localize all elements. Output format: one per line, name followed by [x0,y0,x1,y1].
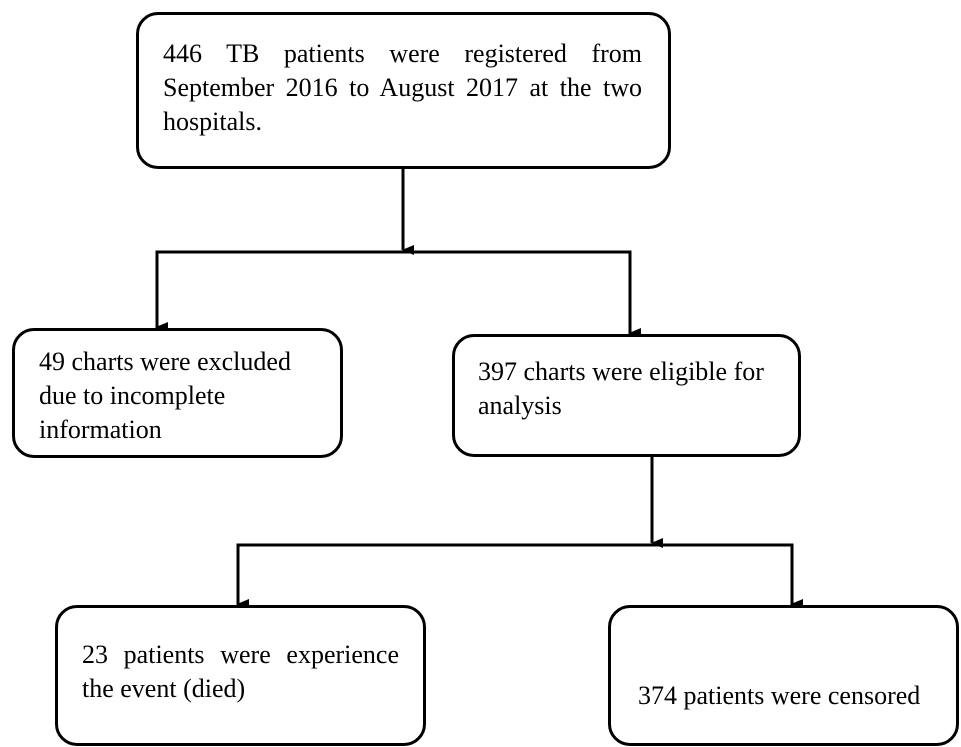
node-box: 397 charts were eligible for analysis [452,334,801,457]
node-box: 446 TB patients were registered from Sep… [136,12,671,169]
node-box: 23 patients were experience the event (d… [55,605,426,746]
branch-line [236,543,794,605]
node-box: 374 patients were censored [608,605,959,746]
branch-line [155,250,632,334]
node-box: 49 charts were excluded due to incomplet… [12,328,343,458]
